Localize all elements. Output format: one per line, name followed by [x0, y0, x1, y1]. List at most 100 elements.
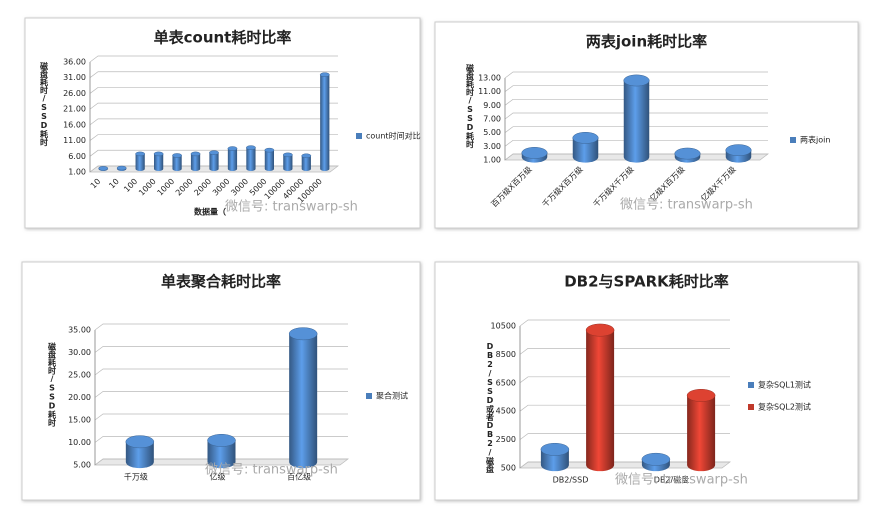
bar [301, 155, 311, 172]
watermark: 微信号: transwarp-sh [615, 473, 748, 488]
y-tick-label: 16.00 [63, 120, 86, 129]
grid-line [94, 436, 348, 443]
grid-line [519, 348, 730, 355]
y-tick-label: 6500 [496, 378, 516, 387]
bar-top [521, 147, 548, 159]
y-tick-label: 25.00 [68, 371, 91, 380]
bar-top [674, 147, 701, 160]
bar [623, 80, 650, 163]
bar [209, 152, 219, 172]
y-tick-label: 30.00 [68, 348, 91, 357]
bar-top [686, 389, 716, 402]
y-tick-label: 8500 [496, 350, 516, 359]
bar [687, 395, 716, 472]
x-tick-label: DB2/SSD [553, 476, 589, 485]
chart-title: 两表join耗时比率 [586, 33, 707, 51]
bar-top [190, 151, 201, 157]
grid-line [89, 134, 338, 141]
y-tick-label: 10.00 [68, 438, 91, 447]
y-tick-label: 1.00 [68, 168, 86, 177]
bar-top [207, 433, 236, 447]
grid-line [504, 98, 768, 106]
grid-line [89, 149, 338, 157]
bar-top [246, 145, 256, 150]
grid-line [89, 87, 338, 94]
y-tick-label: 15.00 [68, 416, 91, 425]
y-tick-label: 13.00 [478, 74, 501, 83]
bar-top [264, 147, 275, 153]
y-tick-label: 9.00 [483, 101, 501, 110]
bar [246, 147, 256, 172]
y-tick-label: 31.00 [63, 73, 86, 82]
grid-line [519, 319, 730, 327]
grid-line [94, 413, 348, 421]
y-tick-label: 6.00 [68, 152, 86, 161]
watermark: 微信号: transwarp-sh [225, 200, 358, 215]
grid-line [89, 118, 338, 126]
x-axis-label: 数据量（ [194, 207, 226, 217]
bar-top [227, 146, 238, 151]
legend-label: count时间对比 [366, 131, 421, 141]
y-axis-label: DB2/SSD或者DB2/磁盘 [486, 342, 495, 474]
bar [207, 440, 236, 469]
grid-line [504, 85, 768, 92]
bar [586, 330, 615, 472]
legend-swatch [356, 133, 362, 139]
bar-top [209, 150, 219, 155]
bar-top [540, 442, 570, 456]
y-tick-label: 5.00 [483, 128, 501, 137]
bar [289, 333, 318, 469]
legend-label: 复杂SQL2测试 [758, 402, 811, 412]
grid-line [504, 112, 768, 120]
bar [125, 441, 154, 469]
bar-top [623, 74, 650, 87]
bar [264, 150, 274, 172]
bar [572, 137, 599, 163]
grid-line [519, 433, 730, 440]
bar-top [135, 151, 146, 157]
grid-line [94, 458, 348, 466]
grid-line [94, 368, 348, 376]
x-tick-label: DB2/磁盘 [654, 475, 689, 485]
legend-swatch [366, 393, 372, 399]
bar [135, 153, 145, 172]
x-tick-label: 亿级 [210, 472, 226, 482]
y-axis-label: 磁盘耗时/SSD耗时 [466, 63, 475, 149]
grid-line [519, 376, 730, 384]
y-tick-label: 4500 [496, 407, 516, 416]
y-tick-label: 35.00 [68, 326, 91, 335]
bar-top [585, 323, 615, 337]
legend-swatch [790, 137, 796, 143]
y-tick-label: 7.00 [483, 115, 501, 124]
bar [283, 154, 293, 172]
bar-top [98, 166, 109, 171]
bar-top [725, 144, 752, 157]
y-tick-label: 11.00 [63, 136, 86, 145]
legend-swatch [748, 382, 754, 388]
y-tick-label: 2500 [496, 435, 516, 444]
grid-line [89, 55, 338, 63]
y-axis-label: 磁盘耗时/SSD耗时 [40, 61, 49, 147]
grid-line [504, 71, 768, 79]
bar-top [301, 153, 312, 159]
watermark: 微信号: transwarp-sh [205, 463, 338, 478]
y-tick-label: 5.00 [73, 461, 91, 470]
chart-panel [24, 17, 421, 229]
grid-line [504, 126, 768, 133]
bar-top [172, 153, 182, 158]
grid-line [89, 102, 338, 110]
y-tick-label: 11.00 [478, 87, 501, 96]
y-tick-label: 20.00 [68, 393, 91, 402]
grid-line [519, 404, 730, 412]
legend-label: 两表join [800, 135, 830, 145]
bar [190, 153, 201, 172]
y-tick-label: 36.00 [63, 58, 86, 67]
bar [172, 155, 182, 172]
bar-top [641, 452, 671, 466]
chart-title: 单表count耗时比率 [154, 29, 292, 47]
grid-line [94, 323, 348, 331]
y-tick-label: 21.00 [63, 105, 86, 114]
legend-label: 复杂SQL1测试 [758, 380, 811, 390]
bar [154, 153, 164, 172]
